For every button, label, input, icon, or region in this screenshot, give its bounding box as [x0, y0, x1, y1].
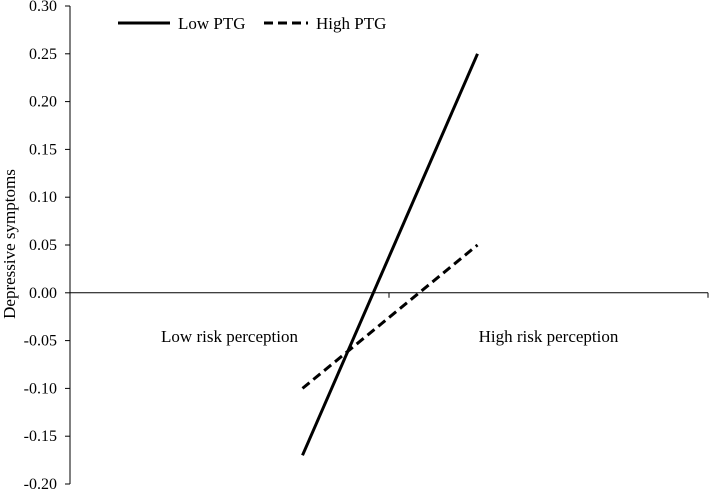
y-tick-label: 0.25	[29, 46, 57, 63]
y-tick-label: -0.05	[24, 333, 57, 350]
y-tick-label: 0.05	[29, 237, 57, 254]
legend-label: High PTG	[316, 14, 386, 33]
y-axis: 0.30 0.25 0.20 0.15 0.10 0.05 0.00 -0.05 -0.10 -0…	[24, 0, 71, 489]
category-label: Low risk perception	[161, 327, 298, 346]
series-lines	[301, 53, 479, 456]
legend-label: Low PTG	[178, 14, 246, 33]
y-tick-label: 0.30	[29, 0, 57, 15]
y-tick-label: -0.20	[24, 476, 57, 489]
y-tick-label: -0.10	[24, 380, 57, 397]
category-label: High risk perception	[479, 327, 619, 346]
y-tick-label: 0.00	[29, 285, 57, 302]
y-axis-title: Depressive symptoms	[0, 169, 19, 319]
series-line-low-ptg	[301, 53, 479, 456]
y-tick-label: 0.20	[29, 94, 57, 111]
y-tick-label: 0.10	[29, 189, 57, 206]
x-axis	[70, 292, 709, 298]
y-ticks: 0.30 0.25 0.20 0.15 0.10 0.05 0.00 -0.05 -0.10 -0…	[24, 0, 70, 489]
category-labels: Low risk perception High risk perception	[161, 327, 619, 346]
y-tick-label: -0.15	[24, 428, 57, 445]
legend: Low PTG High PTG	[118, 14, 386, 33]
y-tick-label: 0.15	[29, 141, 57, 158]
series-line-high-ptg	[301, 243, 479, 390]
